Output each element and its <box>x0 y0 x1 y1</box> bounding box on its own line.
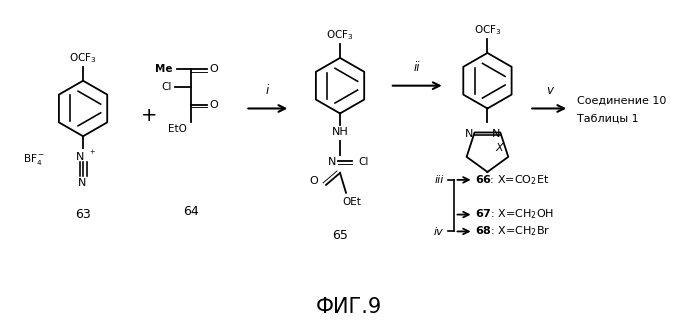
Text: Me: Me <box>155 64 173 74</box>
Text: ii: ii <box>414 61 420 74</box>
Text: N: N <box>328 157 336 167</box>
Text: ФИГ.9: ФИГ.9 <box>316 297 382 317</box>
Text: Cl: Cl <box>161 82 172 92</box>
Text: $\mathbf{68}$: X=CH$_2$Br: $\mathbf{68}$: X=CH$_2$Br <box>475 224 551 238</box>
Text: 63: 63 <box>75 208 91 221</box>
Text: NH: NH <box>331 127 348 137</box>
Text: Cl: Cl <box>358 157 368 167</box>
Text: 65: 65 <box>332 229 348 243</box>
Text: OCF$_3$: OCF$_3$ <box>474 23 501 37</box>
Text: O: O <box>210 64 218 74</box>
Text: EtO: EtO <box>168 124 187 134</box>
Text: OCF$_3$: OCF$_3$ <box>69 51 97 65</box>
Text: N: N <box>78 178 86 188</box>
Text: iii: iii <box>434 175 444 185</box>
Text: +: + <box>140 106 157 125</box>
Text: Соединение 10: Соединение 10 <box>577 96 666 106</box>
Text: $^+$: $^+$ <box>88 149 96 159</box>
Text: 64: 64 <box>182 205 199 218</box>
Text: i: i <box>266 83 269 97</box>
Text: N: N <box>491 129 500 139</box>
Text: X: X <box>496 143 503 153</box>
Text: BF$_4^-$: BF$_4^-$ <box>23 152 45 167</box>
Text: Таблицы 1: Таблицы 1 <box>577 114 639 123</box>
Text: O: O <box>310 176 318 186</box>
Text: OCF$_3$: OCF$_3$ <box>326 28 354 42</box>
Text: O: O <box>210 100 218 110</box>
Text: $\mathbf{66}$: X=CO$_2$Et: $\mathbf{66}$: X=CO$_2$Et <box>475 173 549 187</box>
Text: N: N <box>76 152 85 162</box>
Text: OEt: OEt <box>342 197 361 207</box>
Text: v: v <box>546 83 553 97</box>
Text: iv: iv <box>434 227 444 237</box>
Text: $\mathbf{67}$: X=CH$_2$OH: $\mathbf{67}$: X=CH$_2$OH <box>475 208 555 221</box>
Text: N: N <box>465 129 473 139</box>
